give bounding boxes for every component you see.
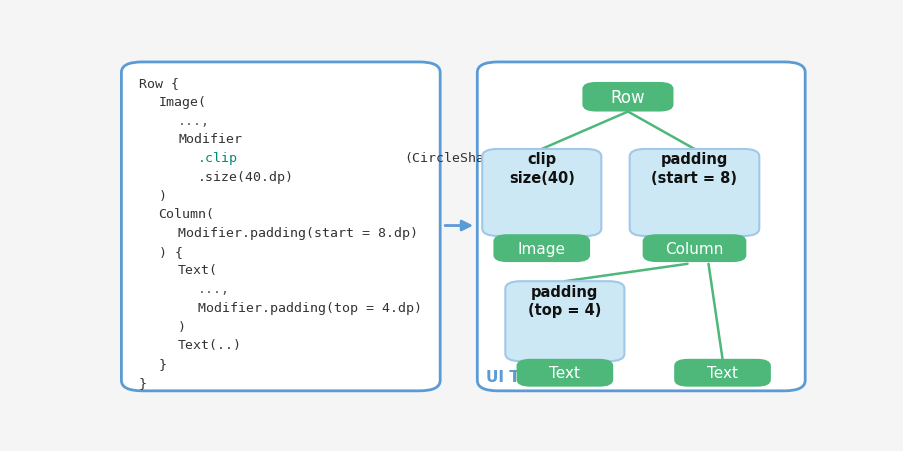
Text: Text(..): Text(..) <box>178 338 242 351</box>
Text: padding
(top = 4): padding (top = 4) <box>527 284 600 318</box>
Text: ) {: ) { <box>158 245 182 258</box>
Text: Row {: Row { <box>139 77 179 90</box>
FancyBboxPatch shape <box>582 83 673 112</box>
Text: }: } <box>158 357 166 370</box>
Text: ...,: ..., <box>178 115 209 128</box>
Text: Modifier.padding(top = 4.dp): Modifier.padding(top = 4.dp) <box>198 301 422 314</box>
Text: padding
(start = 8): padding (start = 8) <box>651 152 737 185</box>
FancyBboxPatch shape <box>629 150 759 236</box>
FancyBboxPatch shape <box>516 359 612 387</box>
FancyBboxPatch shape <box>505 281 624 361</box>
Text: ...,: ..., <box>198 282 229 295</box>
Text: Column(: Column( <box>158 208 214 221</box>
Text: ): ) <box>178 320 186 333</box>
Text: (CircleShape): (CircleShape) <box>404 152 507 165</box>
Text: .size(40.dp): .size(40.dp) <box>198 170 293 184</box>
Text: Text(: Text( <box>178 264 218 277</box>
Text: Modifier.padding(start = 8.dp): Modifier.padding(start = 8.dp) <box>178 226 418 239</box>
Text: Row: Row <box>610 88 645 106</box>
Text: UI Tree: UI Tree <box>485 370 545 385</box>
Text: .clip: .clip <box>198 152 237 165</box>
FancyBboxPatch shape <box>674 359 770 387</box>
Text: ): ) <box>158 189 166 202</box>
Text: Image: Image <box>517 241 565 256</box>
Text: clip
size(40): clip size(40) <box>508 152 574 185</box>
FancyBboxPatch shape <box>493 235 590 262</box>
FancyBboxPatch shape <box>481 150 600 236</box>
Text: Modifier: Modifier <box>178 133 242 146</box>
FancyBboxPatch shape <box>121 63 440 391</box>
Text: Image(: Image( <box>158 96 206 109</box>
Text: Column: Column <box>665 241 723 256</box>
Text: }: } <box>139 376 147 389</box>
FancyBboxPatch shape <box>642 235 746 262</box>
Text: Text: Text <box>549 365 580 380</box>
FancyBboxPatch shape <box>477 63 805 391</box>
Text: Text: Text <box>706 365 737 380</box>
